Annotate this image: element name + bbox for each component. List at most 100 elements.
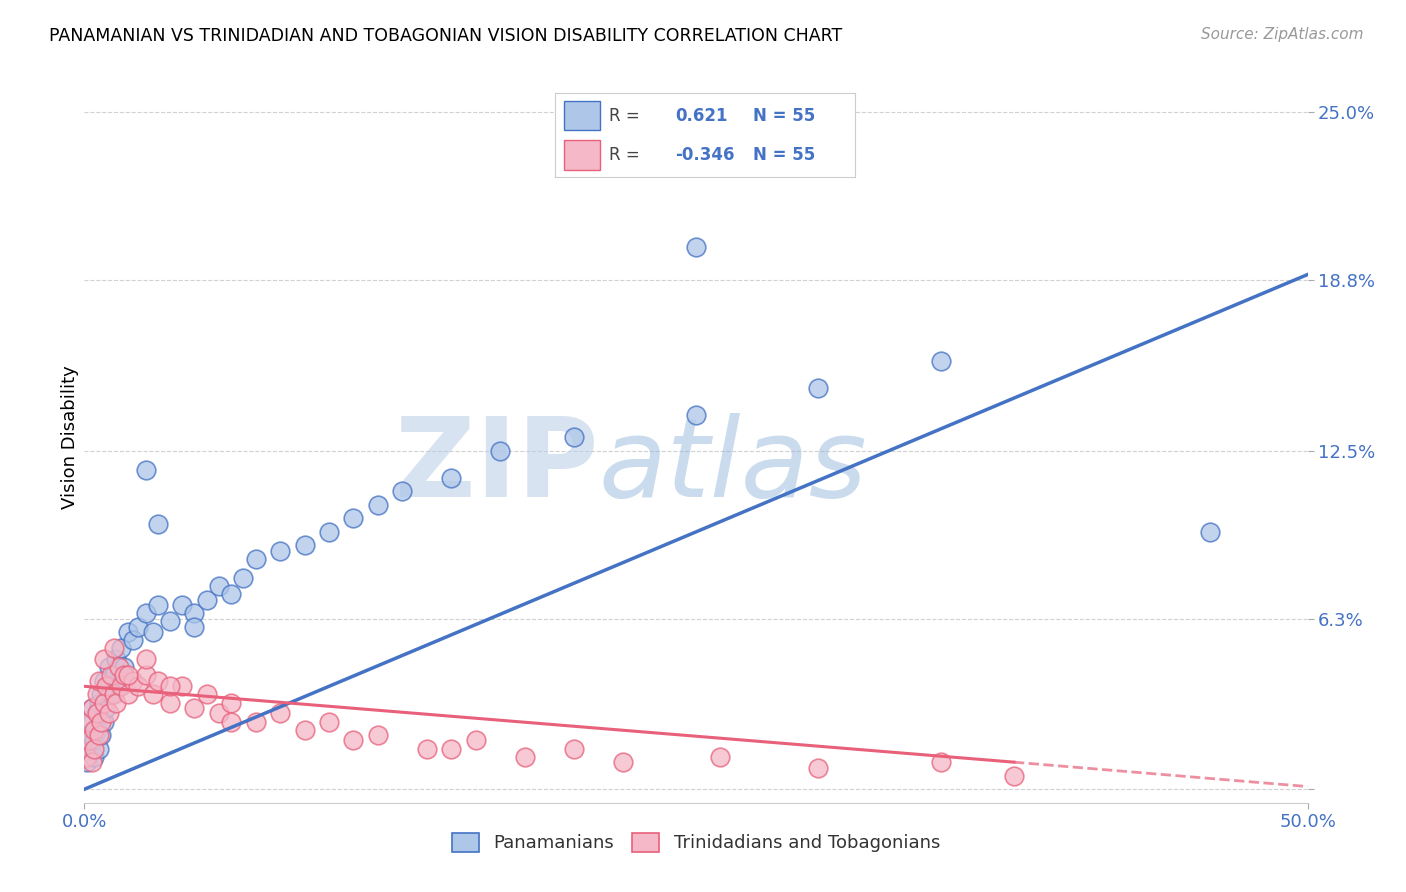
Point: [219, 714, 242, 729]
Point: [367, 728, 389, 742]
Point: [294, 723, 316, 737]
Point: [318, 714, 340, 729]
Point: [105, 696, 128, 710]
Point: [77, 714, 100, 729]
Point: [117, 688, 139, 702]
Point: [807, 381, 830, 395]
Point: [77, 741, 100, 756]
Point: [146, 516, 169, 531]
Point: [195, 592, 218, 607]
Point: [146, 598, 169, 612]
Point: [110, 641, 132, 656]
Point: [612, 755, 634, 769]
Point: [100, 688, 122, 702]
Point: [562, 430, 585, 444]
Point: [93, 673, 115, 688]
Point: [122, 673, 145, 688]
Point: [513, 749, 536, 764]
Point: [76, 749, 98, 764]
Point: [112, 668, 135, 682]
Point: [159, 615, 181, 629]
Point: [159, 696, 181, 710]
Point: [107, 679, 129, 693]
Point: [103, 688, 125, 702]
Point: [127, 679, 149, 693]
Point: [83, 723, 105, 737]
Point: [342, 733, 364, 747]
Point: [86, 723, 108, 737]
Point: [219, 587, 242, 601]
Point: [318, 524, 340, 539]
Point: [391, 484, 413, 499]
Point: [90, 714, 112, 729]
Point: [172, 598, 194, 612]
Point: [83, 749, 105, 764]
Point: [77, 733, 100, 747]
Point: [112, 660, 135, 674]
Point: [97, 660, 120, 674]
Point: [142, 688, 165, 702]
Point: [86, 706, 108, 721]
Point: [80, 755, 103, 769]
Point: [86, 688, 108, 702]
Point: [100, 668, 122, 682]
Point: [93, 696, 115, 710]
Point: [83, 741, 105, 756]
Point: [208, 706, 231, 721]
Point: [80, 701, 103, 715]
Point: [440, 741, 463, 756]
Point: [117, 668, 139, 682]
Point: [1002, 769, 1025, 783]
Point: [807, 761, 830, 775]
Point: [117, 625, 139, 640]
Point: [269, 544, 291, 558]
Point: [76, 755, 98, 769]
Point: [172, 679, 194, 693]
Point: [232, 571, 254, 585]
Text: ZIP: ZIP: [395, 413, 598, 520]
Point: [183, 620, 205, 634]
Point: [83, 733, 105, 747]
Point: [195, 688, 218, 702]
Point: [342, 511, 364, 525]
Text: atlas: atlas: [598, 413, 866, 520]
Point: [159, 679, 181, 693]
Point: [440, 471, 463, 485]
Point: [90, 728, 112, 742]
Point: [127, 620, 149, 634]
Point: [562, 741, 585, 756]
Point: [135, 606, 157, 620]
Point: [135, 462, 157, 476]
Point: [90, 688, 112, 702]
Y-axis label: Vision Disability: Vision Disability: [62, 365, 80, 509]
Point: [367, 498, 389, 512]
Point: [122, 633, 145, 648]
Point: [685, 409, 707, 423]
Point: [103, 668, 125, 682]
Point: [80, 714, 103, 729]
Point: [96, 701, 118, 715]
Legend: Panamanians, Trinidadians and Tobagonians: Panamanians, Trinidadians and Tobagonian…: [444, 826, 948, 860]
Point: [80, 701, 103, 715]
Point: [110, 679, 132, 693]
Point: [97, 679, 120, 693]
Point: [294, 538, 316, 552]
Point: [87, 673, 110, 688]
Point: [709, 749, 731, 764]
Point: [269, 706, 291, 721]
Point: [77, 728, 100, 742]
Point: [416, 741, 439, 756]
Point: [1198, 524, 1220, 539]
Point: [245, 714, 267, 729]
Point: [87, 696, 110, 710]
Text: Source: ZipAtlas.com: Source: ZipAtlas.com: [1201, 27, 1364, 42]
Point: [135, 652, 157, 666]
Point: [142, 625, 165, 640]
Text: PANAMANIAN VS TRINIDADIAN AND TOBAGONIAN VISION DISABILITY CORRELATION CHART: PANAMANIAN VS TRINIDADIAN AND TOBAGONIAN…: [49, 27, 842, 45]
Point: [86, 706, 108, 721]
Point: [183, 701, 205, 715]
Point: [107, 660, 129, 674]
Point: [929, 354, 952, 368]
Point: [685, 240, 707, 254]
Point: [183, 606, 205, 620]
